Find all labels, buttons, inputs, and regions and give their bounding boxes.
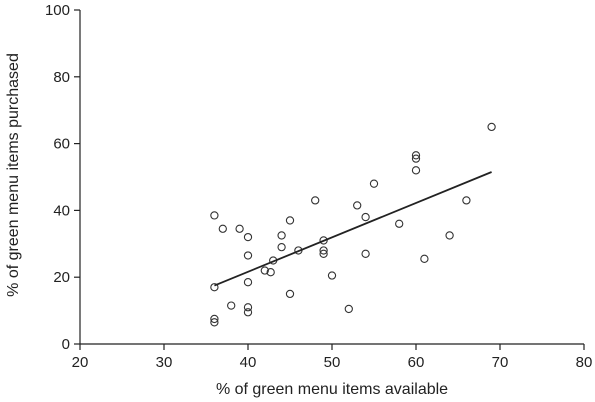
- x-axis-ticks: 20 30 40 50 60 70 80: [72, 344, 593, 371]
- data-point: [327, 271, 337, 280]
- x-axis-label: % of green menu items available: [216, 381, 448, 398]
- data-point: [361, 249, 370, 258]
- data-point: [210, 283, 219, 292]
- y-axis-label: % of green menu items purchased: [5, 53, 22, 297]
- data-point: [235, 224, 244, 233]
- y-tick-label: 20: [53, 269, 70, 286]
- y-axis-ticks: 0 20 40 60 80 100: [45, 2, 80, 353]
- data-point: [411, 151, 421, 160]
- data-point: [411, 166, 421, 175]
- data-point: [243, 232, 253, 242]
- data-point: [311, 196, 320, 205]
- data-point: [319, 236, 328, 245]
- data-point: [277, 231, 286, 240]
- data-point: [369, 179, 379, 188]
- data-point: [243, 308, 253, 317]
- y-tick-label: 0: [62, 336, 70, 353]
- data-point: [227, 301, 236, 310]
- x-tick-label: 60: [408, 354, 425, 371]
- data-point: [319, 249, 328, 258]
- y-tick-label: 60: [53, 136, 70, 153]
- x-tick-label: 30: [156, 354, 173, 371]
- data-point: [218, 224, 227, 233]
- data-point: [353, 201, 362, 210]
- axes: [79, 10, 584, 345]
- data-point: [266, 268, 275, 277]
- x-tick-label: 20: [72, 354, 89, 371]
- data-point: [243, 278, 253, 287]
- x-tick-label: 50: [324, 354, 341, 371]
- data-point: [277, 242, 286, 252]
- trend-line: [214, 171, 492, 287]
- data-points: [210, 122, 496, 327]
- data-point: [243, 251, 253, 260]
- y-tick-label: 100: [45, 2, 70, 19]
- data-point: [210, 318, 219, 327]
- data-point: [462, 196, 471, 205]
- data-point: [420, 254, 429, 263]
- data-point: [285, 289, 295, 299]
- data-point: [319, 246, 328, 255]
- data-point: [487, 122, 496, 132]
- x-tick-label: 80: [576, 354, 593, 371]
- data-point: [395, 219, 404, 228]
- data-point: [411, 154, 421, 163]
- y-tick-label: 40: [53, 202, 70, 219]
- data-point: [361, 212, 370, 222]
- y-tick-label: 80: [53, 69, 70, 86]
- x-tick-label: 40: [240, 354, 257, 371]
- data-point: [243, 303, 253, 312]
- data-point: [210, 211, 219, 220]
- data-point: [260, 266, 269, 275]
- data-point: [445, 231, 454, 240]
- trend-line-group: [214, 171, 492, 287]
- x-tick-label: 70: [492, 354, 509, 371]
- data-point: [344, 304, 353, 314]
- data-point: [285, 216, 295, 225]
- data-point: [210, 314, 219, 324]
